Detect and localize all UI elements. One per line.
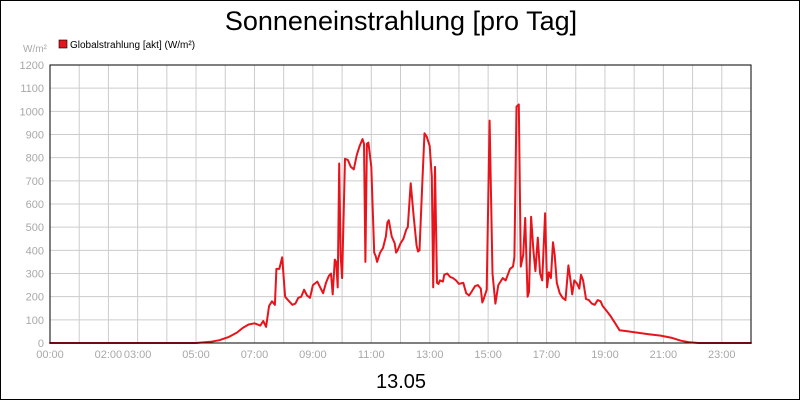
plot-border bbox=[49, 64, 752, 344]
y-tick-label: 400 bbox=[26, 245, 44, 257]
x-tick-label: 00:00 bbox=[36, 349, 64, 361]
chart-title: Sonneneinstrahlung [pro Tag] bbox=[225, 6, 577, 36]
y-tick-label: 700 bbox=[26, 176, 44, 188]
series-line-globalstrahlung bbox=[49, 103, 752, 344]
legend-label-globalstrahlung: Globalstrahlung [akt] (W/m²) bbox=[70, 40, 195, 51]
y-tick-label: 100 bbox=[26, 315, 44, 327]
x-tick-label: 21:00 bbox=[650, 349, 678, 361]
x-axis-ticks: 00:00 02:00 03:00 05:00 07:00 09:00 11:00 13:00… bbox=[36, 349, 735, 361]
y-tick-label: 0 bbox=[38, 338, 44, 350]
y-tick-label: 500 bbox=[26, 222, 44, 234]
x-tick-label: 11:00 bbox=[358, 349, 385, 361]
y-tick-label: 200 bbox=[26, 292, 44, 304]
y-tick-label: 1000 bbox=[20, 106, 44, 118]
x-tick-label: 23:00 bbox=[708, 349, 736, 361]
x-tick-label: 17:00 bbox=[533, 349, 561, 361]
date-label: 13.05 bbox=[376, 371, 426, 393]
y-tick-label: 1100 bbox=[20, 83, 44, 95]
y-tick-label: 800 bbox=[26, 153, 44, 165]
x-tick-label: 07:00 bbox=[241, 349, 269, 361]
x-tick-label: 05:00 bbox=[182, 349, 210, 361]
x-tick-label: 09:00 bbox=[299, 349, 327, 361]
x-tick-label: 03:00 bbox=[124, 349, 152, 361]
series-layer bbox=[49, 103, 752, 344]
y-tick-label: 1200 bbox=[20, 60, 44, 72]
y-tick-label: 600 bbox=[26, 199, 44, 211]
x-tick-label: 15:00 bbox=[474, 349, 502, 361]
x-tick-label: 02:00 bbox=[95, 349, 123, 361]
x-tick-label: 13:00 bbox=[416, 349, 444, 361]
y-tick-label: 900 bbox=[26, 130, 44, 142]
y-axis-ticks: 0 100 200 300 400 500 600 700 800 900 1000 1100 1200 bbox=[20, 60, 44, 350]
legend-swatch-globalstrahlung bbox=[58, 39, 68, 49]
y-tick-label: 300 bbox=[26, 269, 44, 281]
y-unit-label: W/m² bbox=[23, 44, 48, 55]
x-tick-label: 19:00 bbox=[591, 349, 619, 361]
legend: Globalstrahlung [akt] (W/m²) bbox=[58, 39, 195, 51]
